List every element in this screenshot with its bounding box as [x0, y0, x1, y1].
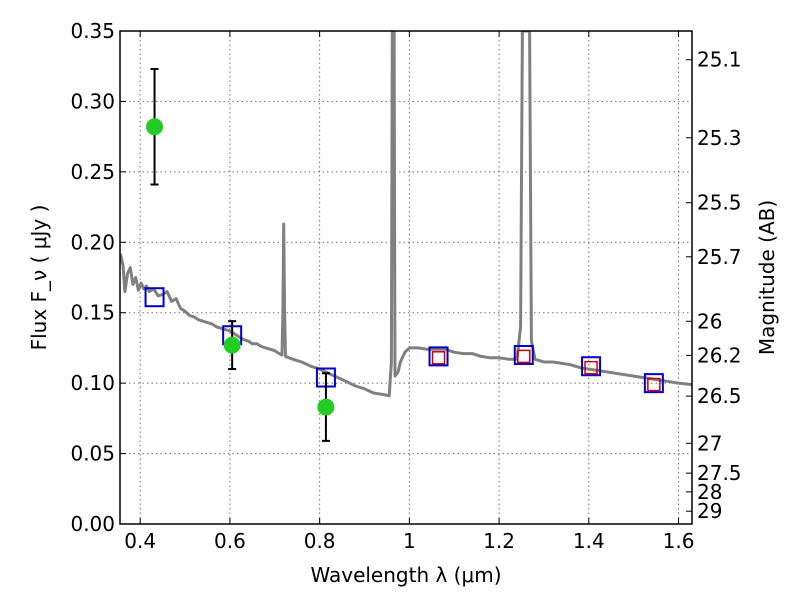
x-tick-label: 1.4 [573, 529, 605, 553]
y-tick-label: 0.20 [70, 230, 115, 254]
y-axis-label: Flux F_ν ( μJy ) [27, 205, 51, 351]
y-tick-label: 0.10 [70, 371, 115, 395]
model-spectrum-line [120, 31, 692, 398]
model-photometry-square [428, 346, 449, 367]
plot-area [120, 31, 692, 442]
right-tick-label: 26.5 [697, 384, 742, 408]
right-tick-label: 26 [697, 309, 722, 333]
observed-photometry-square [584, 360, 598, 375]
data-point-circle [223, 336, 241, 354]
y-tick-label: 0.35 [70, 19, 115, 43]
x-tick-label: 0.4 [124, 529, 156, 553]
right-tick-label: 29 [697, 499, 722, 523]
x-tick-label: 0.6 [214, 529, 246, 553]
right-tick-label: 28 [697, 480, 722, 504]
x-tick-label: 1.6 [663, 529, 695, 553]
y-tick-label: 0.15 [70, 301, 115, 325]
right-tick-label: 25.1 [697, 48, 742, 72]
data-point-circle [146, 118, 164, 136]
right-tick-label: 26.2 [697, 343, 742, 367]
x-tick-label: 0.8 [304, 529, 336, 553]
y-tick-label: 0.30 [70, 89, 115, 113]
right-tick-label: 27.5 [697, 461, 742, 485]
model-photometry-square [581, 356, 602, 377]
observed-photometry-square [431, 351, 446, 365]
plot-frame [119, 30, 693, 525]
model-photometry-square [144, 287, 165, 308]
y-tick-label: 0.00 [70, 512, 115, 536]
right-axis-label: Magnitude (AB) [755, 200, 779, 355]
data-point-circle [317, 398, 335, 416]
right-tick-label: 25.5 [697, 191, 742, 215]
observed-photometry-square [517, 349, 531, 364]
right-tick-label: 27 [697, 431, 722, 455]
model-photometry-square [513, 344, 534, 365]
x-axis-label: Wavelength λ (μm) [310, 563, 501, 587]
y-tick-label: 0.25 [70, 160, 115, 184]
right-tick-label: 25.7 [697, 245, 742, 269]
model-photometry-square [643, 373, 664, 394]
observed-photometry-square [647, 377, 661, 392]
x-tick-label: 1.2 [483, 529, 515, 553]
right-tick-label: 25.3 [697, 126, 742, 150]
y-tick-label: 0.05 [70, 442, 115, 466]
x-tick-label: 1 [403, 529, 416, 553]
